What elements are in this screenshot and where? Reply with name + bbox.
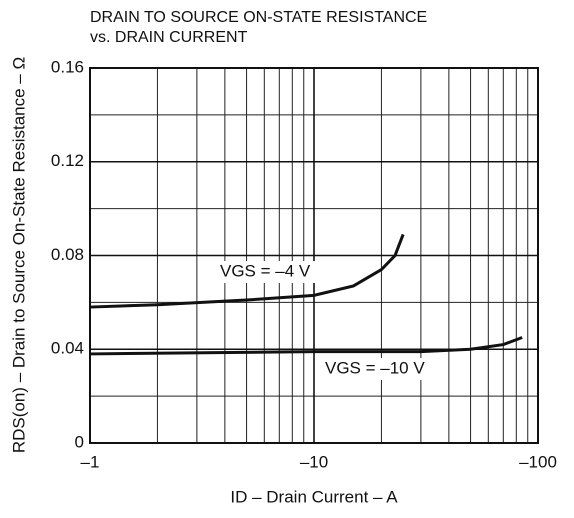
y-tick-label: 0.16 <box>51 57 84 76</box>
y-axis-label: RDS(on) – Drain to Source On-State Resis… <box>9 57 28 453</box>
chart-title: DRAIN TO SOURCE ON-STATE RESISTANCE <box>90 9 427 26</box>
plot-frame <box>89 67 539 444</box>
x-axis-label: ID – Drain Current – A <box>230 487 398 506</box>
y-tick-label: 0.04 <box>51 339 84 358</box>
chart-subtitle: vs. DRAIN CURRENT <box>90 29 248 46</box>
series-line <box>89 336 523 356</box>
y-tick-label: 0.08 <box>51 245 84 264</box>
series-label: VGS = –10 V <box>325 358 425 377</box>
series-line <box>89 233 405 309</box>
series-label-bg <box>216 261 334 283</box>
x-tick-label: –100 <box>519 452 557 471</box>
y-tick-label: 0 <box>75 432 84 451</box>
series-label: VGS = –4 V <box>220 261 311 280</box>
x-tick-label: –1 <box>81 452 100 471</box>
series-label-bg <box>321 358 439 380</box>
x-tick-label: –10 <box>300 452 328 471</box>
y-tick-label: 0.12 <box>51 151 84 170</box>
